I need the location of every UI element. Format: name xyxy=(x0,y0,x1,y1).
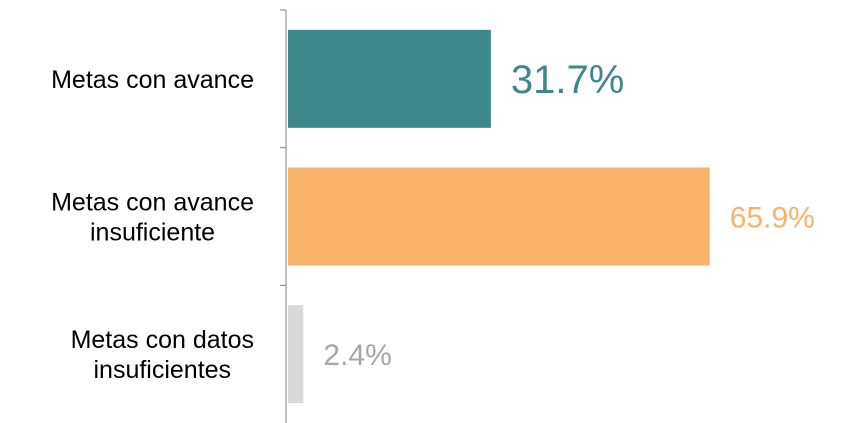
category-label: insuficientes xyxy=(93,356,231,384)
bar-2 xyxy=(288,167,710,266)
category-label: Metas con datos xyxy=(71,326,254,354)
labels-layer: Metas con avance 31.7%Metas con avanceins… xyxy=(51,58,815,384)
bar-3 xyxy=(288,305,304,404)
category-label: Metas con avance xyxy=(51,189,254,217)
data-label-1: 31.7% xyxy=(511,58,624,102)
data-label-2: 65.9% xyxy=(730,201,815,234)
bar-1 xyxy=(288,29,491,128)
category-label: Metas con avance xyxy=(51,66,254,94)
data-label-3: 2.4% xyxy=(323,339,391,372)
category-label: insuficiente xyxy=(90,219,215,247)
axis-layer xyxy=(280,9,287,423)
bars-layer xyxy=(288,29,710,404)
